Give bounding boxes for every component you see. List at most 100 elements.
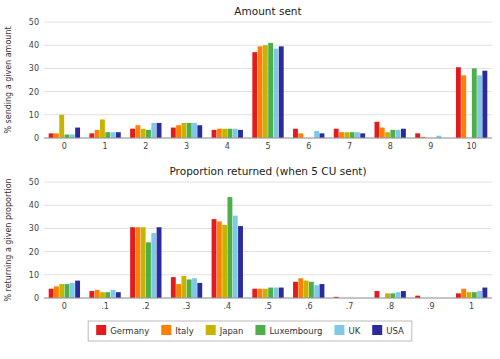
bar — [217, 129, 222, 138]
plot-area — [44, 182, 492, 298]
bar — [187, 123, 192, 138]
legend-swatch — [334, 325, 344, 335]
grid-line — [44, 114, 492, 115]
x-tick-label: .1 — [101, 302, 109, 311]
legend-label: Italy — [175, 326, 193, 336]
y-axis-label: % sending a given amount — [4, 26, 13, 133]
bar — [116, 292, 121, 298]
x-tick-label: 7 — [347, 142, 352, 151]
legend-label: UK — [348, 326, 360, 336]
x-axis-line — [44, 298, 492, 299]
bar — [116, 132, 121, 138]
legend-swatch — [206, 325, 216, 335]
bar — [252, 52, 257, 138]
bar — [233, 216, 238, 298]
bar — [472, 292, 477, 298]
bar — [314, 285, 319, 298]
bar — [217, 221, 222, 298]
bar — [89, 291, 94, 298]
bar — [192, 123, 197, 138]
bar — [304, 281, 309, 298]
x-tick-label: 0 — [62, 302, 67, 311]
bar — [320, 284, 325, 298]
bar — [314, 131, 319, 138]
grid-line — [44, 251, 492, 252]
bar — [95, 290, 100, 298]
bar — [187, 279, 192, 298]
y-tick-label: 30 — [29, 224, 39, 233]
y-tick-label: 20 — [29, 88, 39, 97]
bar — [171, 277, 176, 298]
bar — [141, 129, 146, 138]
bar — [456, 293, 461, 298]
bar — [274, 288, 279, 298]
x-tick-label: .3 — [183, 302, 191, 311]
y-tick-label: 0 — [34, 294, 39, 303]
bar — [212, 219, 217, 298]
bar — [258, 46, 263, 138]
bar — [396, 130, 401, 138]
bar — [293, 282, 298, 298]
bar — [105, 292, 110, 298]
x-tick-label: 5 — [265, 142, 270, 151]
bar — [472, 68, 477, 138]
bar — [54, 286, 59, 298]
bar — [279, 46, 284, 138]
grid-line — [44, 45, 492, 46]
bar — [111, 290, 116, 298]
bar — [70, 283, 75, 298]
bar — [385, 293, 390, 298]
bar — [135, 227, 140, 298]
x-tick-label: .7 — [346, 302, 354, 311]
bar — [274, 49, 279, 138]
bar — [141, 227, 146, 298]
bar — [385, 132, 390, 138]
y-tick-label: 40 — [29, 41, 39, 50]
bar — [146, 130, 151, 138]
y-tick-label: 30 — [29, 64, 39, 73]
bar — [390, 130, 395, 138]
bar — [100, 292, 105, 298]
bar — [355, 132, 360, 138]
bar — [151, 123, 156, 138]
bar — [477, 291, 482, 298]
bar — [146, 242, 151, 298]
bar — [396, 292, 401, 298]
bar — [252, 289, 257, 298]
bar — [258, 289, 263, 298]
y-tick-label: 0 — [34, 134, 39, 143]
bar — [467, 292, 472, 298]
bar — [100, 119, 105, 138]
bar — [263, 289, 268, 298]
bar — [192, 278, 197, 298]
bars — [49, 197, 488, 298]
y-tick-label: 10 — [29, 111, 39, 120]
bar — [482, 71, 487, 138]
legend-swatch — [255, 325, 265, 335]
bar — [105, 132, 110, 138]
bar — [157, 227, 162, 298]
y-tick-label: 40 — [29, 201, 39, 210]
bar — [227, 197, 232, 298]
bar — [49, 289, 54, 298]
x-tick-label: .2 — [142, 302, 150, 311]
x-tick-label: 0 — [62, 142, 67, 151]
legend-swatch — [372, 325, 382, 335]
bar — [59, 284, 64, 298]
grid-line — [44, 228, 492, 229]
bar — [197, 125, 202, 138]
bar — [75, 281, 80, 298]
title: Amount sent — [234, 5, 301, 17]
bar — [482, 288, 487, 298]
bar — [176, 125, 181, 138]
bar — [197, 283, 202, 298]
bar — [360, 133, 365, 138]
bar — [279, 288, 284, 298]
x-axis-line — [44, 138, 492, 139]
grid-line — [44, 91, 492, 92]
bar — [222, 225, 227, 298]
bar — [95, 130, 100, 138]
bar — [176, 284, 181, 298]
bar — [70, 135, 75, 138]
bar — [390, 293, 395, 298]
